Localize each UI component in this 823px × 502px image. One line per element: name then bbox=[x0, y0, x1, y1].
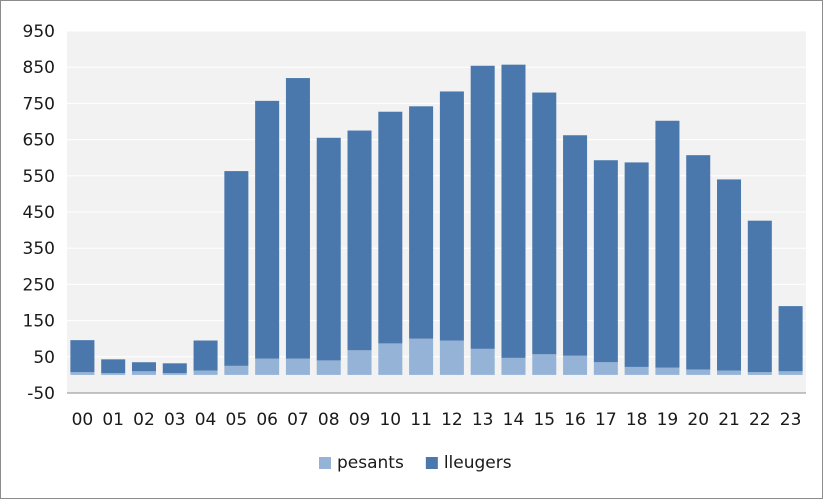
bar-lleugers-12 bbox=[439, 91, 464, 341]
x-tick-label: 09 bbox=[349, 410, 371, 430]
y-tick-label: 450 bbox=[23, 203, 55, 223]
x-tick-label: 22 bbox=[749, 410, 771, 430]
x-tick-label: 15 bbox=[533, 410, 555, 430]
bar-lleugers-16 bbox=[563, 135, 588, 356]
bar-pesants-06 bbox=[255, 358, 280, 375]
x-tick-label: 20 bbox=[687, 410, 709, 430]
bar-lleugers-03 bbox=[162, 363, 187, 374]
y-tick-label: 150 bbox=[23, 312, 55, 332]
bar-pesants-00 bbox=[70, 372, 95, 375]
bar-lleugers-20 bbox=[686, 155, 711, 370]
x-tick-label: 10 bbox=[379, 410, 401, 430]
bar-pesants-20 bbox=[686, 369, 711, 375]
x-tick-label: 18 bbox=[626, 410, 648, 430]
bar-lleugers-07 bbox=[285, 78, 310, 359]
legend-label-lleugers: lleugers bbox=[444, 453, 512, 473]
x-tick-label: 16 bbox=[564, 410, 586, 430]
y-tick-label: 550 bbox=[23, 167, 55, 187]
x-tick-label: 01 bbox=[102, 410, 124, 430]
x-tick-label: 08 bbox=[318, 410, 340, 430]
x-tick-label: 11 bbox=[410, 410, 432, 430]
bar-pesants-04 bbox=[193, 370, 218, 375]
y-axis-ticks: -50 50 150 250 350 450 550 650 750 850 950 bbox=[23, 22, 55, 404]
bar-pesants-21 bbox=[717, 370, 742, 375]
bar-lleugers-23 bbox=[778, 306, 803, 372]
bar-pesants-11 bbox=[409, 338, 434, 375]
x-tick-label: 06 bbox=[256, 410, 278, 430]
bar-lleugers-05 bbox=[224, 171, 249, 366]
bar-lleugers-09 bbox=[347, 130, 372, 351]
x-tick-label: 23 bbox=[780, 410, 802, 430]
bar-lleugers-08 bbox=[316, 137, 341, 361]
x-axis-ticks: 00 01 02 03 04 05 06 07 08 09 10 11 12 13 14 15 16 17 18 19… bbox=[72, 410, 802, 430]
y-tick-label: 950 bbox=[23, 22, 55, 42]
bar-lleugers-22 bbox=[747, 220, 772, 373]
legend: pesants lleugers bbox=[319, 453, 512, 473]
bar-lleugers-04 bbox=[193, 340, 218, 371]
y-tick-label: 750 bbox=[23, 94, 55, 114]
bar-pesants-10 bbox=[378, 343, 403, 375]
bar-pesants-18 bbox=[624, 366, 649, 375]
bar-lleugers-19 bbox=[655, 120, 680, 368]
bar-pesants-05 bbox=[224, 365, 249, 375]
bar-pesants-12 bbox=[439, 340, 464, 375]
bar-lleugers-06 bbox=[255, 100, 280, 359]
y-tick-label: 350 bbox=[23, 239, 55, 259]
bar-pesants-16 bbox=[563, 355, 588, 375]
x-tick-label: 19 bbox=[657, 410, 679, 430]
bar-lleugers-11 bbox=[409, 106, 434, 339]
x-tick-label: 21 bbox=[718, 410, 740, 430]
x-tick-label: 03 bbox=[164, 410, 186, 430]
bar-pesants-03 bbox=[162, 373, 187, 375]
bar-lleugers-14 bbox=[501, 64, 526, 358]
x-tick-label: 04 bbox=[195, 410, 217, 430]
bar-lleugers-10 bbox=[378, 111, 403, 344]
x-tick-label: 12 bbox=[441, 410, 463, 430]
bar-pesants-15 bbox=[532, 354, 557, 375]
bar-lleugers-17 bbox=[593, 160, 618, 363]
x-tick-label: 07 bbox=[287, 410, 309, 430]
bar-pesants-02 bbox=[131, 371, 156, 375]
y-tick-label: 50 bbox=[33, 348, 55, 368]
bar-lleugers-13 bbox=[470, 65, 495, 349]
gridlines bbox=[67, 30, 806, 358]
x-tick-label: 02 bbox=[133, 410, 155, 430]
x-tick-label: 13 bbox=[472, 410, 494, 430]
y-tick-label: 850 bbox=[23, 58, 55, 78]
legend-swatch-pesants bbox=[319, 457, 331, 469]
bar-pesants-14 bbox=[501, 357, 526, 375]
bars bbox=[70, 64, 803, 375]
bar-pesants-22 bbox=[747, 372, 772, 375]
bar-lleugers-15 bbox=[532, 92, 557, 355]
legend-label-pesants: pesants bbox=[337, 453, 404, 473]
x-tick-label: 05 bbox=[226, 410, 248, 430]
bar-lleugers-01 bbox=[101, 359, 126, 374]
bar-pesants-13 bbox=[470, 348, 495, 375]
bar-lleugers-02 bbox=[131, 362, 156, 372]
bar-pesants-23 bbox=[778, 371, 803, 375]
bar-lleugers-18 bbox=[624, 162, 649, 367]
bar-pesants-08 bbox=[316, 360, 341, 375]
bar-pesants-09 bbox=[347, 350, 372, 375]
bar-lleugers-00 bbox=[70, 340, 95, 373]
bar-pesants-19 bbox=[655, 367, 680, 375]
y-tick-label: 250 bbox=[23, 275, 55, 295]
x-tick-label: 14 bbox=[503, 410, 525, 430]
x-tick-label: 00 bbox=[72, 410, 94, 430]
bar-pesants-17 bbox=[593, 362, 618, 375]
x-tick-label: 17 bbox=[595, 410, 617, 430]
y-tick-label: -50 bbox=[27, 384, 55, 404]
bar-pesants-07 bbox=[285, 358, 310, 375]
bar-pesants-01 bbox=[101, 373, 126, 375]
y-tick-label: 650 bbox=[23, 131, 55, 151]
bar-lleugers-21 bbox=[717, 179, 742, 371]
legend-swatch-lleugers bbox=[425, 457, 438, 469]
